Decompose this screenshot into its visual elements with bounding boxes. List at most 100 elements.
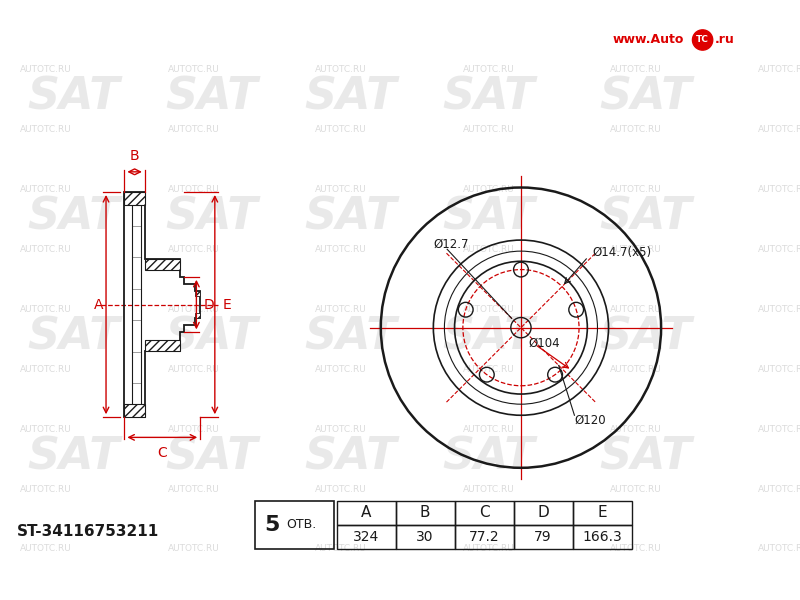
Text: AUTOTC.RU: AUTOTC.RU <box>463 185 514 194</box>
Text: SAT: SAT <box>304 196 397 239</box>
Text: AUTOTC.RU: AUTOTC.RU <box>20 125 72 134</box>
Text: AUTOTC.RU: AUTOTC.RU <box>463 245 514 254</box>
Bar <box>514 501 573 525</box>
Text: AUTOTC.RU: AUTOTC.RU <box>758 365 800 374</box>
Text: AUTOTC.RU: AUTOTC.RU <box>758 185 800 194</box>
Text: AUTOTC.RU: AUTOTC.RU <box>463 485 514 494</box>
Text: AUTOTC.RU: AUTOTC.RU <box>20 185 72 194</box>
Polygon shape <box>145 259 180 269</box>
Text: AUTOTC.RU: AUTOTC.RU <box>315 305 367 314</box>
Text: E: E <box>222 298 231 311</box>
Text: AUTOTC.RU: AUTOTC.RU <box>20 245 72 254</box>
Text: AUTOTC.RU: AUTOTC.RU <box>610 305 662 314</box>
Text: AUTOTC.RU: AUTOTC.RU <box>758 125 800 134</box>
Text: SAT: SAT <box>304 435 397 478</box>
Text: ST-34116753211: ST-34116753211 <box>17 524 159 539</box>
Text: AUTOTC.RU: AUTOTC.RU <box>168 425 219 434</box>
Bar <box>573 525 631 549</box>
Text: .ru: .ru <box>714 34 734 46</box>
Text: D: D <box>538 505 549 520</box>
Text: SAT: SAT <box>442 316 535 358</box>
Text: AUTOTC.RU: AUTOTC.RU <box>168 125 219 134</box>
Text: AUTOTC.RU: AUTOTC.RU <box>610 425 662 434</box>
Text: AUTOTC.RU: AUTOTC.RU <box>463 125 514 134</box>
Bar <box>395 501 454 525</box>
Text: 324: 324 <box>353 530 379 544</box>
Bar <box>395 525 454 549</box>
Text: AUTOTC.RU: AUTOTC.RU <box>315 544 367 553</box>
Bar <box>454 525 514 549</box>
Text: www.Auto: www.Auto <box>613 34 684 46</box>
Text: SAT: SAT <box>166 196 258 239</box>
Text: Ø12.7: Ø12.7 <box>434 238 469 251</box>
Text: AUTOTC.RU: AUTOTC.RU <box>758 425 800 434</box>
Text: AUTOTC.RU: AUTOTC.RU <box>463 365 514 374</box>
Text: B: B <box>130 149 139 163</box>
Text: AUTOTC.RU: AUTOTC.RU <box>20 485 72 494</box>
Text: TC: TC <box>696 35 709 44</box>
Text: AUTOTC.RU: AUTOTC.RU <box>610 65 662 74</box>
Text: SAT: SAT <box>442 196 535 239</box>
Text: AUTOTC.RU: AUTOTC.RU <box>610 245 662 254</box>
Text: AUTOTC.RU: AUTOTC.RU <box>20 544 72 553</box>
Circle shape <box>693 30 713 50</box>
Text: AUTOTC.RU: AUTOTC.RU <box>610 544 662 553</box>
Text: AUTOTC.RU: AUTOTC.RU <box>315 65 367 74</box>
Text: A: A <box>94 298 103 311</box>
Text: AUTOTC.RU: AUTOTC.RU <box>168 65 219 74</box>
Text: AUTOTC.RU: AUTOTC.RU <box>315 125 367 134</box>
Text: AUTOTC.RU: AUTOTC.RU <box>315 185 367 194</box>
Text: C: C <box>158 446 167 460</box>
Text: 77.2: 77.2 <box>469 530 499 544</box>
Text: C: C <box>478 505 490 520</box>
Text: AUTOTC.RU: AUTOTC.RU <box>463 305 514 314</box>
Text: AUTOTC.RU: AUTOTC.RU <box>758 544 800 553</box>
Text: SAT: SAT <box>442 435 535 478</box>
Polygon shape <box>125 192 145 205</box>
Text: AUTOTC.RU: AUTOTC.RU <box>463 544 514 553</box>
Text: AUTOTC.RU: AUTOTC.RU <box>610 365 662 374</box>
Text: SAT: SAT <box>599 196 692 239</box>
Text: AUTOTC.RU: AUTOTC.RU <box>758 485 800 494</box>
Bar <box>255 501 334 549</box>
Text: AUTOTC.RU: AUTOTC.RU <box>758 245 800 254</box>
Text: 79: 79 <box>534 530 552 544</box>
Text: D: D <box>204 298 214 311</box>
Text: AUTOTC.RU: AUTOTC.RU <box>315 365 367 374</box>
Text: B: B <box>420 505 430 520</box>
Text: AUTOTC.RU: AUTOTC.RU <box>758 305 800 314</box>
Text: Ø14.7(x5): Ø14.7(x5) <box>593 245 652 259</box>
Text: AUTOTC.RU: AUTOTC.RU <box>168 305 219 314</box>
Text: AUTOTC.RU: AUTOTC.RU <box>315 245 367 254</box>
Text: AUTOTC.RU: AUTOTC.RU <box>610 485 662 494</box>
Text: SAT: SAT <box>599 435 692 478</box>
Text: 5: 5 <box>265 515 280 535</box>
Text: AUTOTC.RU: AUTOTC.RU <box>610 185 662 194</box>
Text: SAT: SAT <box>166 76 258 119</box>
Bar <box>337 525 395 549</box>
Text: SAT: SAT <box>304 316 397 358</box>
Text: AUTOTC.RU: AUTOTC.RU <box>315 425 367 434</box>
Text: AUTOTC.RU: AUTOTC.RU <box>168 365 219 374</box>
Text: AUTOTC.RU: AUTOTC.RU <box>463 425 514 434</box>
Text: SAT: SAT <box>304 76 397 119</box>
Text: AUTOTC.RU: AUTOTC.RU <box>20 425 72 434</box>
Polygon shape <box>194 313 200 319</box>
Text: AUTOTC.RU: AUTOTC.RU <box>168 245 219 254</box>
Text: 30: 30 <box>416 530 434 544</box>
Bar <box>573 501 631 525</box>
Text: ОТВ.: ОТВ. <box>286 518 316 532</box>
Text: SAT: SAT <box>27 316 120 358</box>
Text: AUTOTC.RU: AUTOTC.RU <box>168 485 219 494</box>
Bar <box>514 525 573 549</box>
Text: SAT: SAT <box>27 76 120 119</box>
Polygon shape <box>125 404 145 417</box>
Text: AUTOTC.RU: AUTOTC.RU <box>20 365 72 374</box>
Text: SAT: SAT <box>599 316 692 358</box>
Text: AUTOTC.RU: AUTOTC.RU <box>758 65 800 74</box>
Text: AUTOTC.RU: AUTOTC.RU <box>20 305 72 314</box>
Text: AUTOTC.RU: AUTOTC.RU <box>610 125 662 134</box>
Polygon shape <box>194 291 200 296</box>
Text: A: A <box>361 505 371 520</box>
Text: SAT: SAT <box>166 435 258 478</box>
